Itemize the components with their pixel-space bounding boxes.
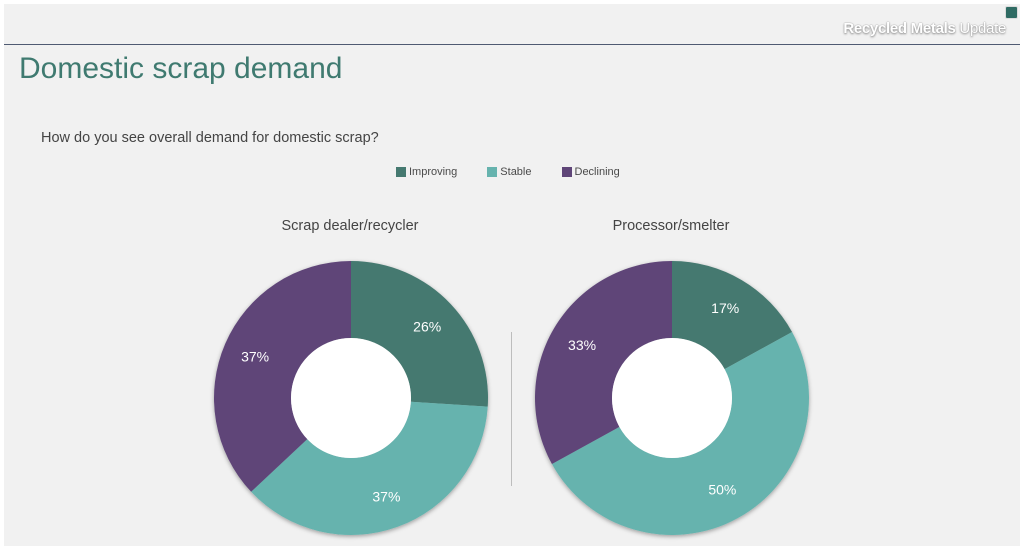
chart-divider [511,332,512,486]
legend-swatch-improving [396,167,406,177]
chart-title-processor: Processor/smelter [612,218,730,234]
brand-name-light: Update [959,20,1006,37]
header-bar: Recycled Metals Update [4,4,1020,45]
legend-item-stable: Stable [487,166,532,178]
data-label-declining: 37% [241,348,269,364]
data-label-stable: 37% [372,488,400,504]
donut-slice-declining [214,261,351,492]
chart-title-scrap-dealer: Scrap dealer/recycler [281,218,419,234]
legend-swatch-declining [561,167,572,177]
legend-swatch-stable [487,167,498,177]
donut-slice-stable [551,331,809,535]
legend-label-improving: Improving [409,166,458,178]
donut-chart-processor: 17% 50% 33% [535,261,809,535]
data-label-declining: 33% [568,337,596,353]
donut-hole [612,338,732,458]
donut-hole [291,338,411,458]
data-label-improving: 17% [711,300,739,316]
legend-item-improving: Improving [396,166,457,178]
data-label-improving: 26% [413,318,441,334]
brand-name-bold: Recycled Metals [843,20,956,37]
chart-legend: Improving Stable Declining [396,166,620,178]
donut-slice-improving [672,261,793,370]
donut-slice-stable [251,401,488,535]
legend-label-declining: Declining [574,166,620,178]
legend-label-stable: Stable [500,166,532,178]
donut-slice-improving [351,261,488,407]
slide-title: Domestic scrap demand [19,52,343,85]
data-label-stable: 50% [708,482,736,498]
slide: Recycled Metals Update Domestic scrap de… [4,4,1020,546]
donut-slice-declining [535,261,672,465]
brand-badge-icon [1005,6,1018,19]
brand-logo: Recycled Metals Update [843,20,1006,37]
survey-question: How do you see overall demand for domest… [41,130,379,146]
legend-item-declining: Declining [561,166,620,178]
donut-chart-scrap-dealer: 26% 37% 37% [214,261,488,535]
